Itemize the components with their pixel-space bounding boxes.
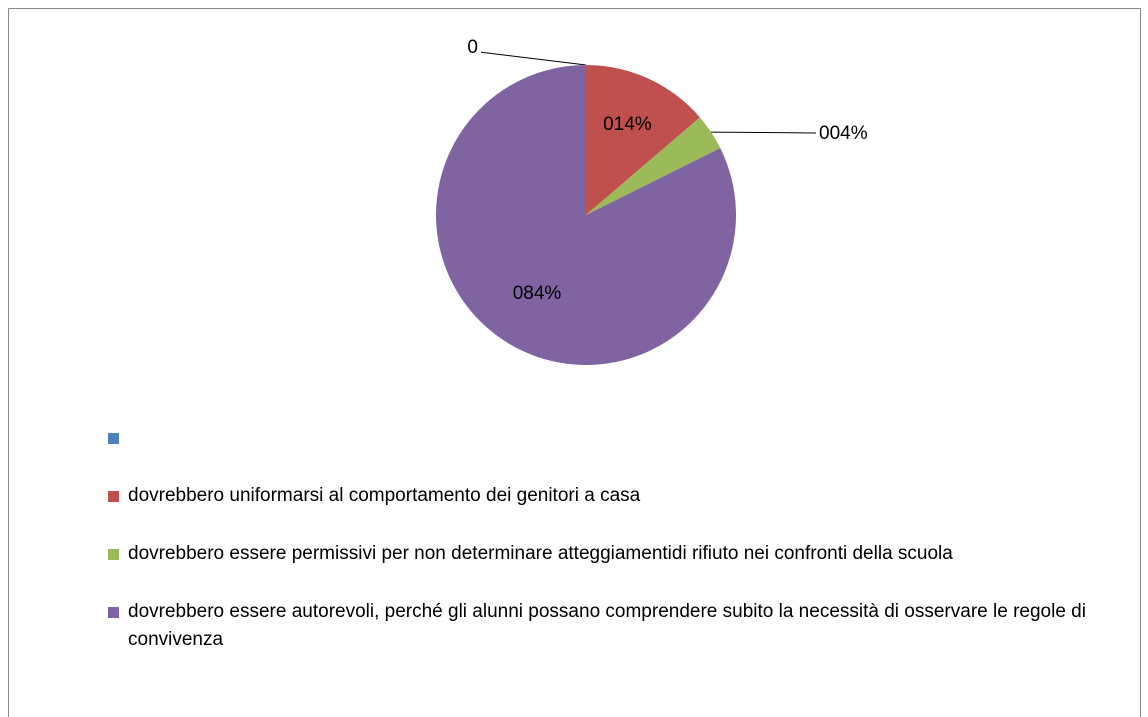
legend-swatch xyxy=(108,433,119,444)
legend-item xyxy=(108,424,1088,482)
pie-slice xyxy=(435,65,736,365)
pie-slice xyxy=(586,65,700,215)
leader-line xyxy=(711,131,817,134)
legend-label: dovrebbero uniformarsi al comportamento … xyxy=(128,485,641,506)
legend-item: dovrebbero essere autorevoli, perché gli… xyxy=(108,598,1088,656)
legend-swatch xyxy=(108,491,119,502)
legend-item: dovrebbero essere permissivi per non det… xyxy=(108,540,1088,598)
legend: dovrebbero uniformarsi al comportamento … xyxy=(108,424,1088,656)
legend-label: dovrebbero essere permissivi per non det… xyxy=(128,543,953,564)
data-label: 004% xyxy=(819,123,868,144)
data-label: 014% xyxy=(603,114,652,135)
pie-slice xyxy=(586,117,721,215)
leader-line xyxy=(480,51,587,66)
legend-label: dovrebbero essere autorevoli, perché gli… xyxy=(128,601,1086,650)
legend-item: dovrebbero uniformarsi al comportamento … xyxy=(108,482,1088,540)
legend-swatch xyxy=(108,549,119,560)
legend-swatch xyxy=(108,607,119,618)
data-label: 084% xyxy=(513,283,562,304)
data-label: 0 xyxy=(467,37,478,58)
